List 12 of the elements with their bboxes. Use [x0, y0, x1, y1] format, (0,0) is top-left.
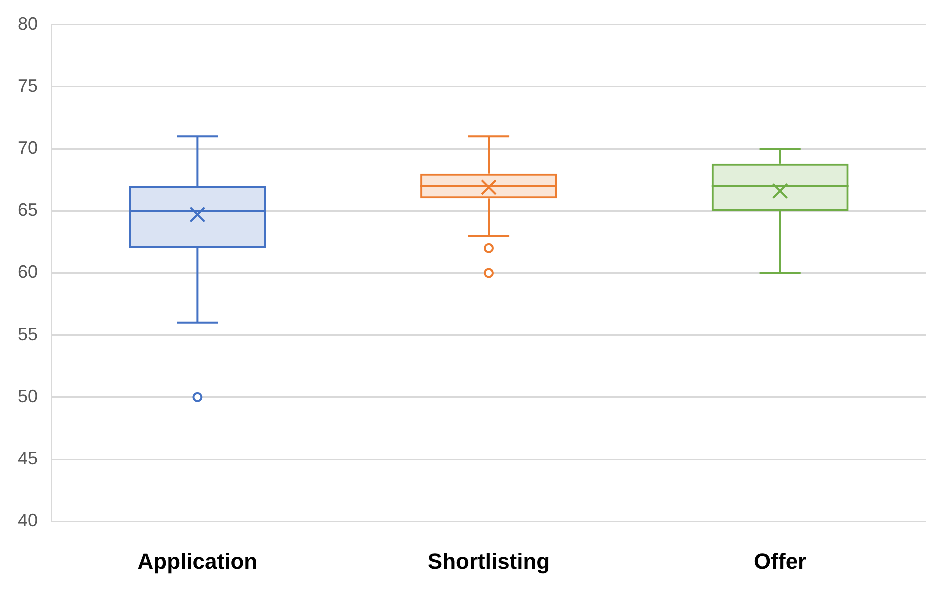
x-tick-label: Offer	[754, 548, 808, 574]
y-tick-label: 80	[18, 14, 38, 34]
y-tick-label: 65	[18, 200, 38, 220]
x-tick-label: Application	[138, 548, 258, 574]
x-tick-label: Shortlisting	[428, 548, 550, 574]
y-tick-label: 45	[18, 448, 38, 468]
y-tick-label: 60	[18, 262, 38, 282]
y-tick-label: 70	[18, 138, 38, 158]
y-tick-label: 75	[18, 76, 38, 96]
y-tick-label: 40	[18, 510, 38, 531]
y-tick-label: 55	[18, 324, 38, 344]
y-tick-label: 50	[18, 386, 38, 406]
